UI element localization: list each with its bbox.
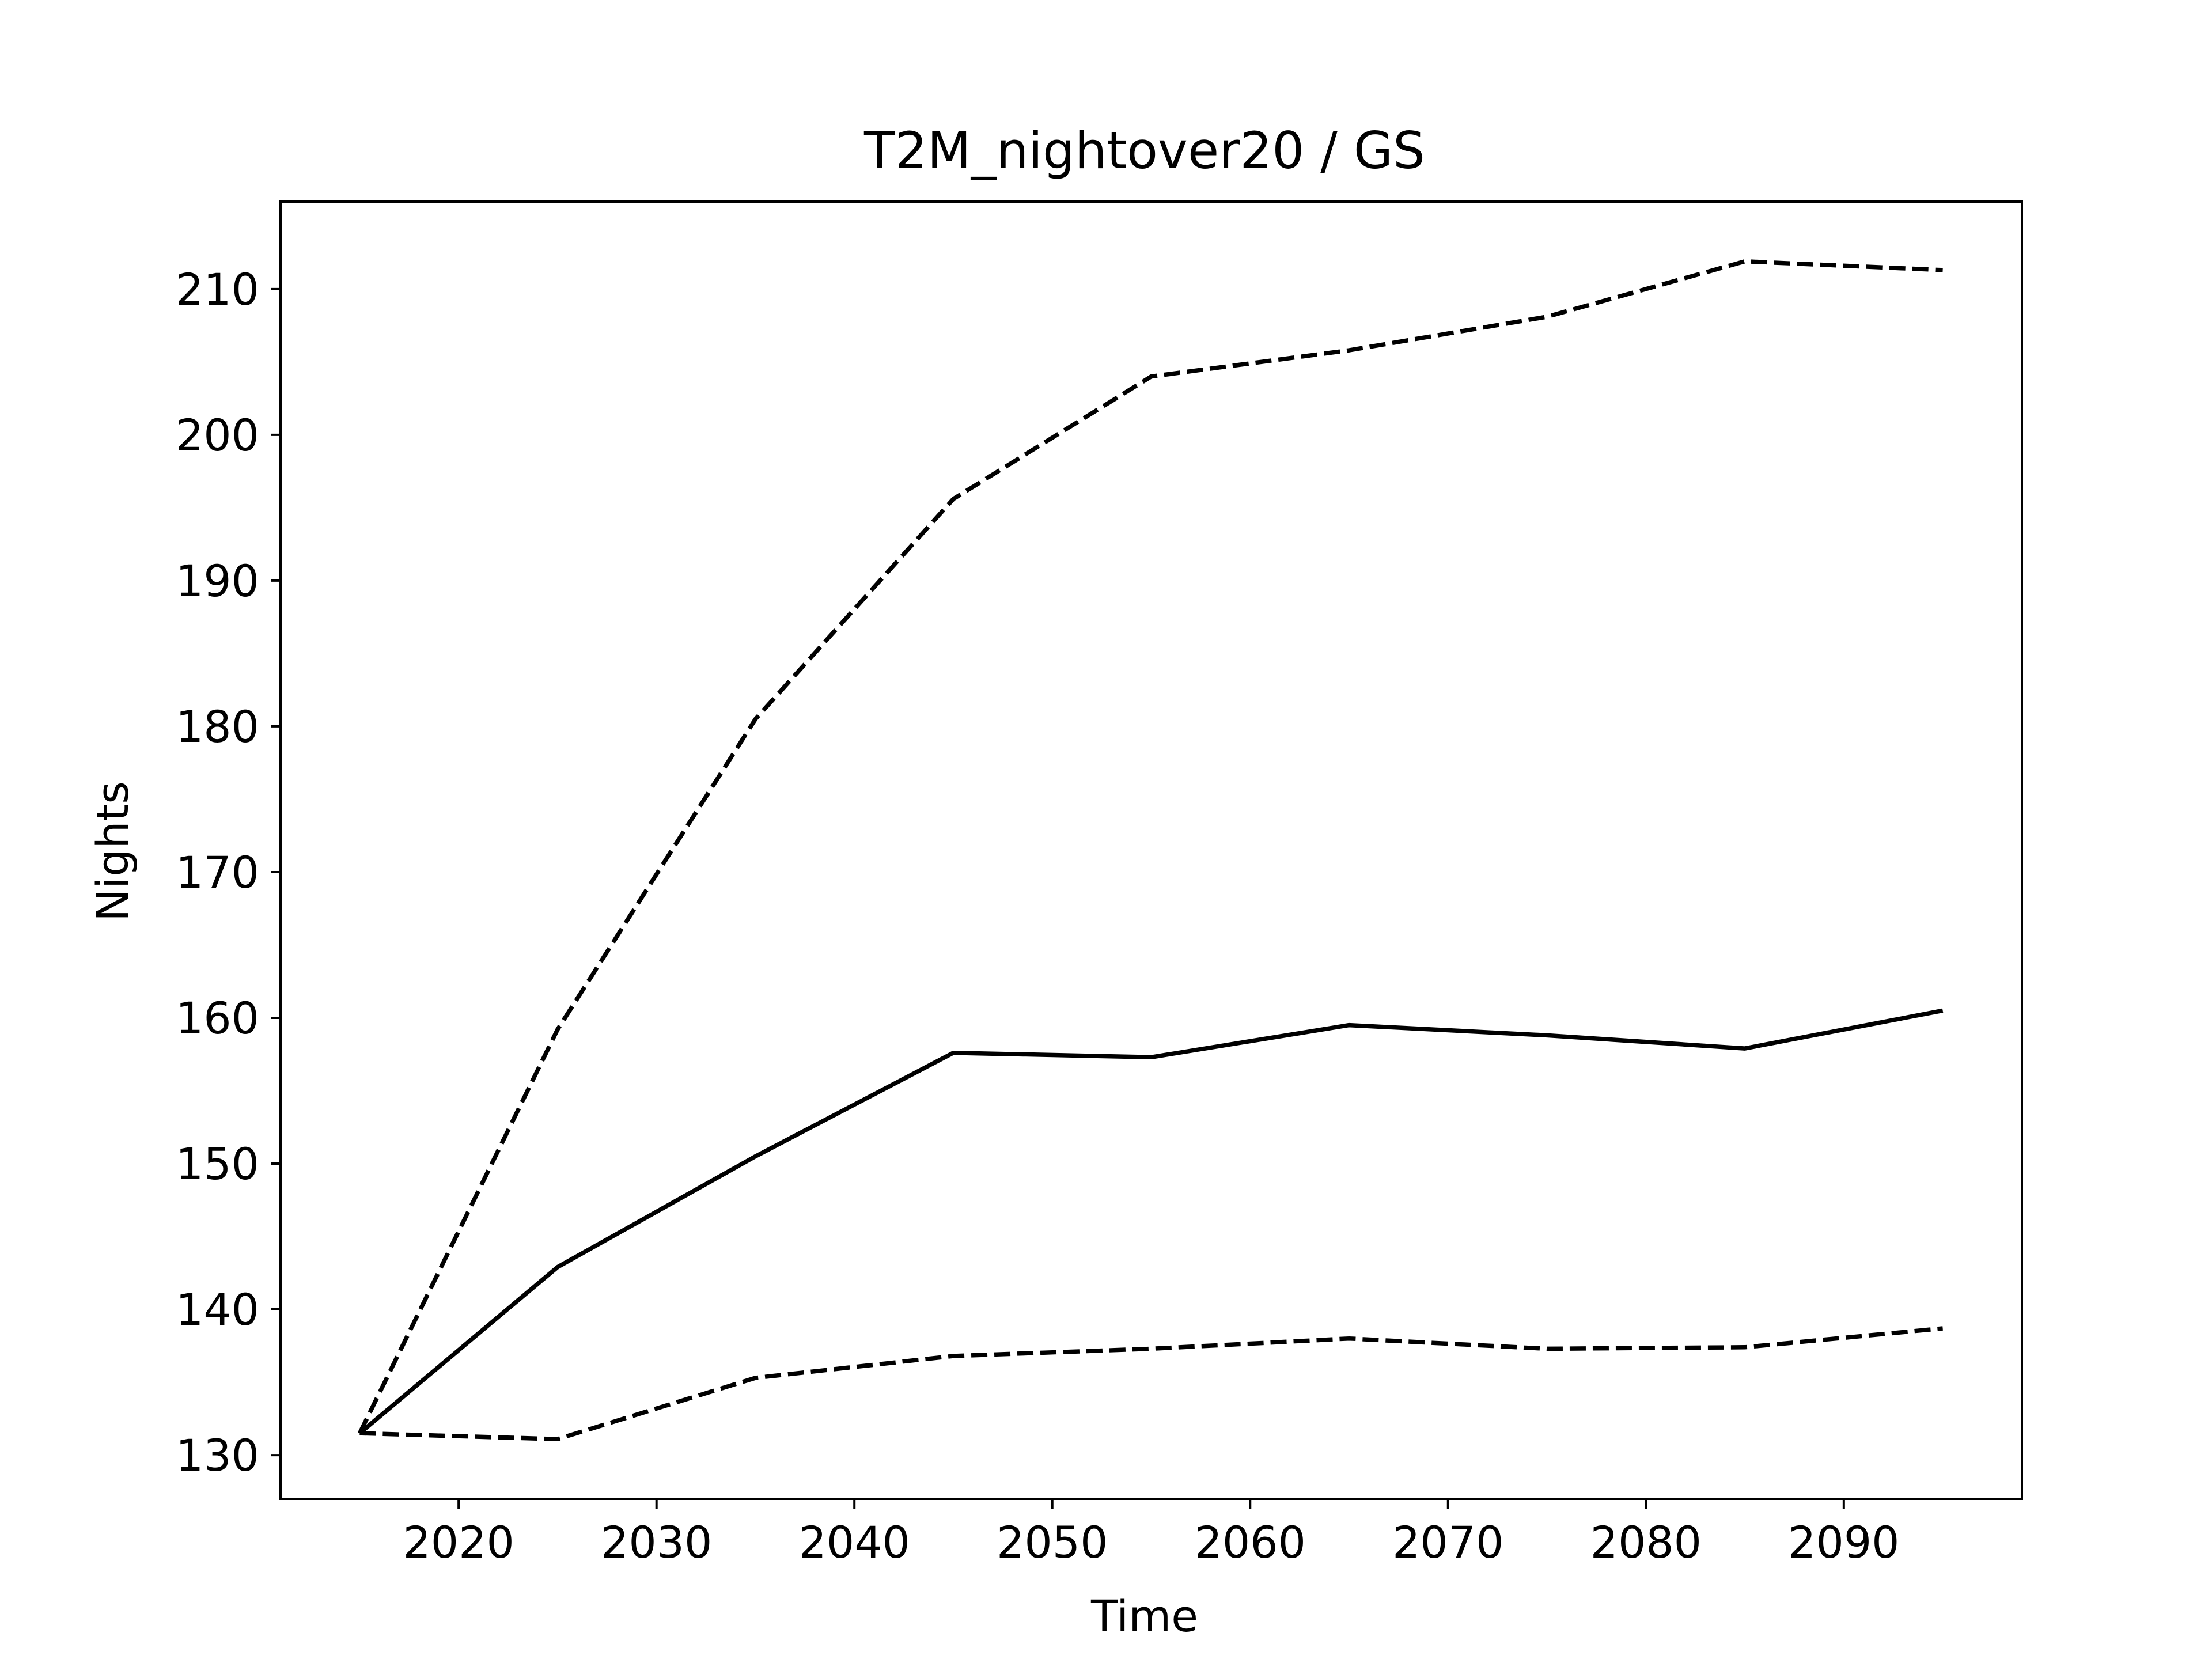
series-line-3	[359, 1326, 1943, 1442]
plot-area: 2020 2030 2040 2050 2060 2070 2080 2090 130 140 15…	[176, 200, 2023, 1568]
x-tick-label-2030: 2030	[601, 1517, 712, 1568]
y-tick-label-160: 160	[176, 993, 259, 1044]
y-tick-label-130: 130	[176, 1430, 259, 1481]
y-axis-label: Nights	[87, 781, 138, 922]
x-tick-label-2080: 2080	[1590, 1517, 1702, 1568]
x-axis-label: Time	[1090, 1590, 1198, 1642]
y-tick-label-200: 200	[176, 410, 259, 461]
chart-title: T2M_nightover20 / GS	[863, 121, 1425, 180]
y-tick-label-210: 210	[176, 264, 259, 315]
y-tick-label-150: 150	[176, 1138, 259, 1190]
x-tick-label-2040: 2040	[799, 1517, 910, 1568]
series-line-1	[358, 1008, 1944, 1435]
x-tick-label-2090: 2090	[1788, 1517, 1899, 1568]
x-tick-label-2070: 2070	[1392, 1517, 1503, 1568]
x-tick-label-2050: 2050	[997, 1517, 1108, 1568]
series-line-2	[358, 259, 1943, 1434]
y-tick-label-190: 190	[176, 555, 259, 607]
y-tick-label-170: 170	[176, 847, 259, 898]
x-tick-label-2060: 2060	[1195, 1517, 1306, 1568]
y-tick-label-180: 180	[176, 701, 259, 752]
x-tick-label-2020: 2020	[403, 1517, 514, 1568]
y-tick-label-140: 140	[176, 1284, 259, 1335]
plot-frame	[279, 200, 2023, 1500]
